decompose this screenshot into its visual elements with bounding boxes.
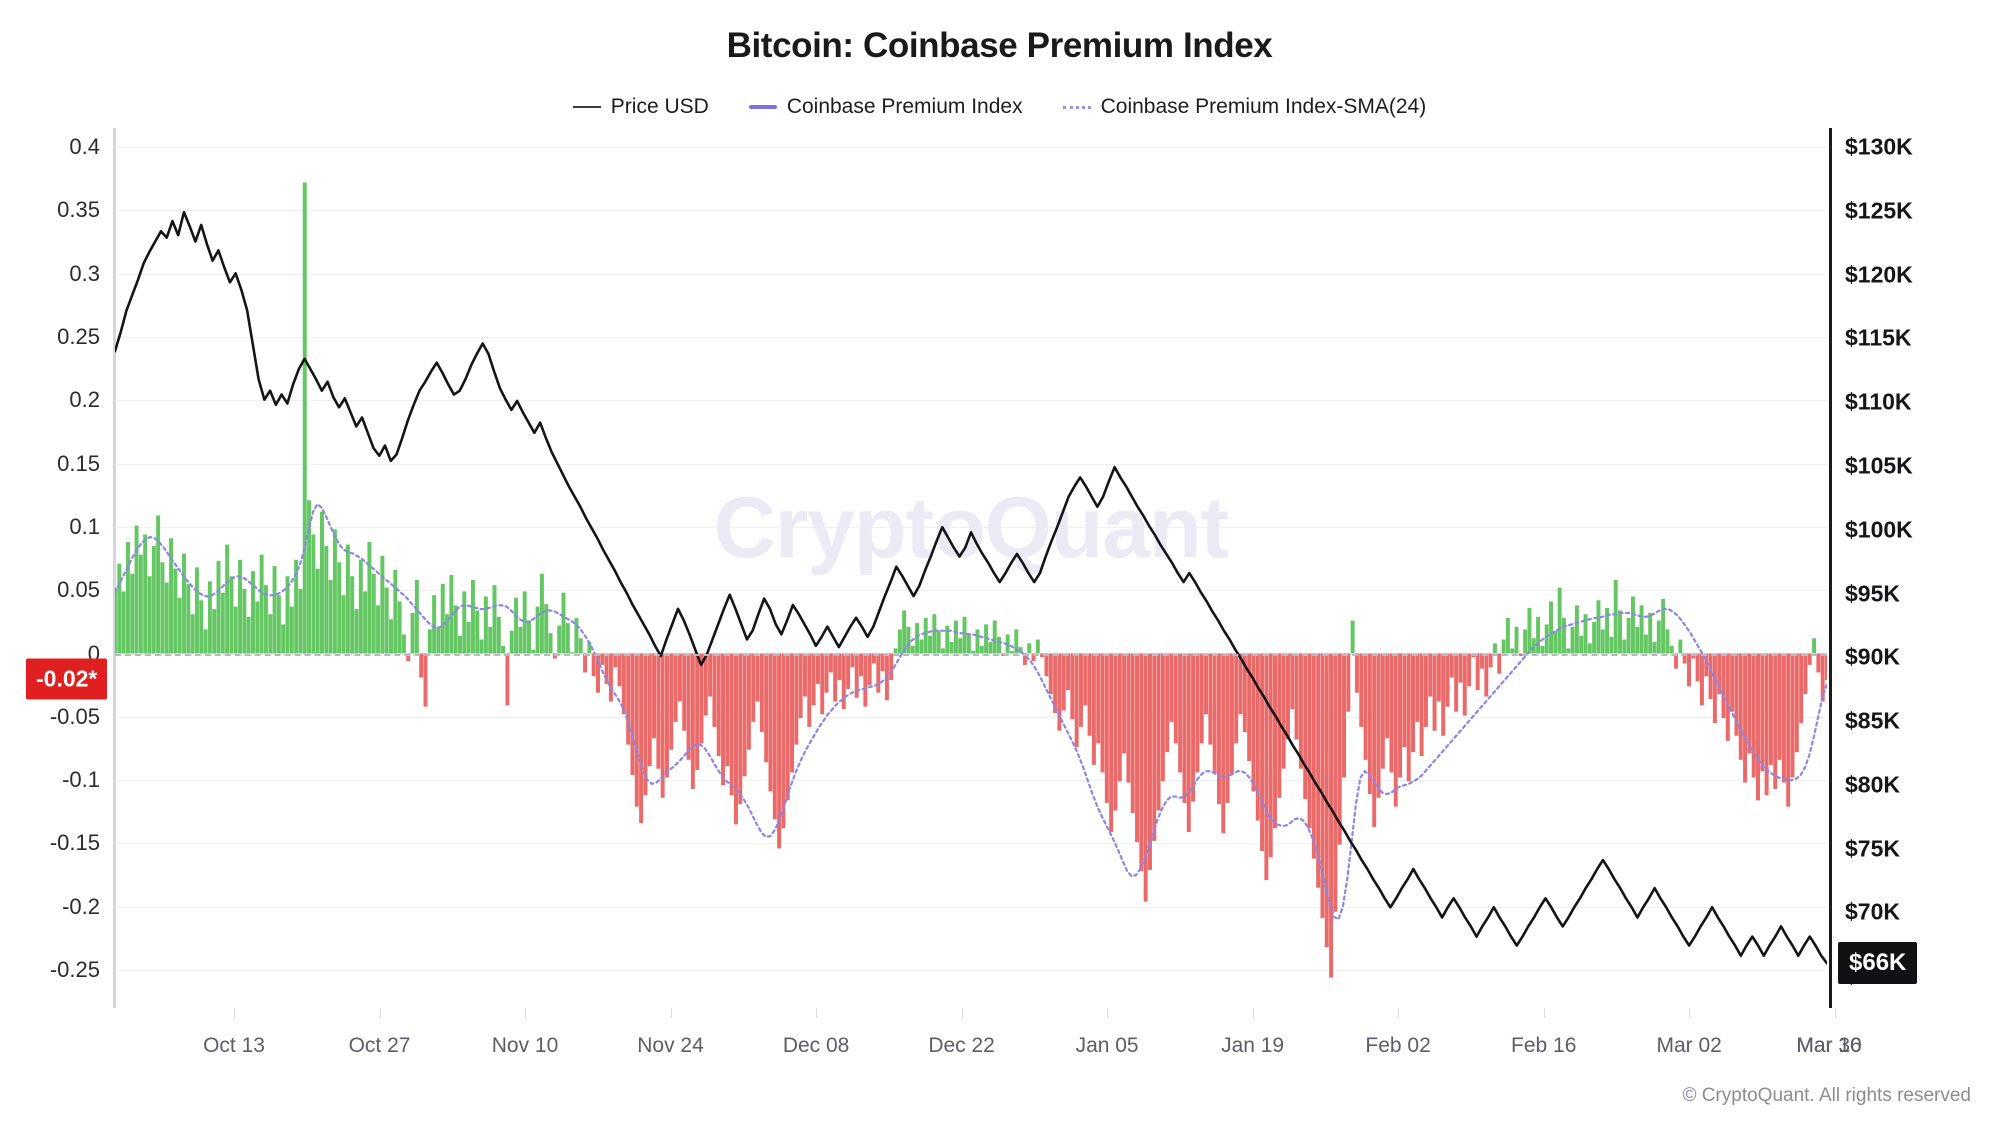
left-axis-tick-label: 0.05 <box>57 577 100 603</box>
left-axis-tick-label: 0.4 <box>69 134 100 159</box>
x-axis-tick-label: Mar 30 <box>1796 1034 1862 1057</box>
right-axis-tick-label: $110K <box>1845 388 1912 415</box>
right-axis-tick-label: $80K <box>1845 771 1900 798</box>
legend-label-sma: Coinbase Premium Index-SMA(24) <box>1100 95 1427 118</box>
x-axis-tick-label: Oct 27 <box>348 1034 411 1057</box>
x-axis-tick-label: Feb 16 <box>1510 1034 1577 1057</box>
premium-index-bars <box>115 182 1827 978</box>
copyright-footer: © CryptoQuant. All rights reserved <box>1682 1085 1971 1106</box>
left-axis-tick-label: 0.1 <box>69 513 100 539</box>
x-axis-tick-mark <box>1252 1008 1254 1018</box>
left-axis-tick-label: -0.2 <box>62 893 100 919</box>
legend-item-premium-index[interactable]: Coinbase Premium Index <box>748 95 1023 119</box>
x-axis-tick-label: Mar 16 <box>1796 1034 1862 1057</box>
gridline <box>115 780 1827 782</box>
legend-item-premium-sma[interactable]: Coinbase Premium Index-SMA(24) <box>1062 95 1427 119</box>
x-axis-tick-label: Dec 22 <box>928 1034 995 1057</box>
page-title: Bitcoin: Coinbase Premium Index <box>726 26 1273 65</box>
gridline <box>115 906 1827 908</box>
right-axis-tick-label: $85K <box>1845 707 1900 734</box>
right-axis-tick-label: $125K <box>1845 197 1913 224</box>
premium-index-sma-line <box>115 502 1827 921</box>
gridline <box>115 590 1827 592</box>
legend-item-price-usd[interactable]: Price USD <box>572 95 709 119</box>
x-axis-tick-mark <box>961 1008 963 1018</box>
chart-canvas <box>115 182 1827 978</box>
right-axis-tick-label: $105K <box>1845 452 1913 479</box>
right-axis-tick-label: $130K <box>1845 133 1913 160</box>
price-usd-line <box>115 210 1827 965</box>
right-axis-tick-label: $75K <box>1845 835 1900 862</box>
gridline <box>115 336 1827 338</box>
left-axis-tick-label: -0.25 <box>49 957 100 982</box>
x-axis-tick-label: Dec 08 <box>782 1034 850 1057</box>
legend-line-icon-premium <box>748 105 777 109</box>
current-premium-badge: -0.02* <box>26 658 108 700</box>
left-axis-tick-label: 0.3 <box>69 260 100 286</box>
gridline <box>115 970 1827 971</box>
x-axis-tick-label: Nov 24 <box>637 1034 704 1057</box>
legend-label-premium: Coinbase Premium Index <box>786 95 1023 118</box>
x-axis-tick-mark <box>525 1008 526 1018</box>
x-axis-tick-mark <box>1689 1008 1691 1018</box>
x-axis-tick-mark <box>816 1008 818 1018</box>
zero-reference-line <box>115 653 1827 656</box>
right-axis-tick-label: $115K <box>1845 324 1912 351</box>
x-axis-tick-label: Mar 02 <box>1656 1034 1722 1057</box>
gridline <box>115 843 1827 845</box>
right-axis-tick-label: $100K <box>1845 516 1913 543</box>
x-axis-tick-mark <box>1398 1008 1400 1018</box>
gridline <box>115 400 1827 402</box>
left-axis-tick-label: -0.15 <box>49 830 100 856</box>
gridline <box>115 273 1827 275</box>
left-axis-spine <box>113 128 116 1008</box>
left-axis-tick-label: 0.35 <box>57 197 100 223</box>
x-axis-tick-mark <box>379 1008 381 1018</box>
x-axis-tick-mark <box>670 1008 672 1018</box>
right-axis-tick-label: $90K <box>1845 643 1900 670</box>
x-axis-ticks: Oct 13 Oct 27 Nov 10 Nov 24 Dec 08 Dec 22 Jan … <box>115 1008 1862 1078</box>
x-axis-tick-mark <box>1543 1008 1545 1018</box>
x-axis-tick-mark <box>234 1008 235 1018</box>
left-axis-tick-label: 0.15 <box>57 450 100 476</box>
x-axis-tick-label: Nov 10 <box>491 1034 559 1057</box>
left-axis-ticks: 0.4 0.35 0.3 0.25 0.2 0.15 0.1 0.05 0 -0.05 -0.1 -0… <box>0 0 100 1125</box>
plot-area: CryptoQuant <box>115 128 1827 1008</box>
left-axis-tick-label: -0.1 <box>62 767 100 793</box>
left-axis-tick-label: -0.05 <box>49 703 100 729</box>
legend-line-icon-price <box>572 106 601 108</box>
gridline <box>115 463 1827 465</box>
left-axis-tick-label: 0.2 <box>69 387 100 413</box>
x-axis-tick-mark <box>1834 1008 1836 1018</box>
gridline <box>115 526 1827 528</box>
right-axis-tick-label: $120K <box>1845 261 1913 288</box>
left-axis-tick-label: 0.25 <box>57 323 100 349</box>
x-axis-tick-label: Feb 02 <box>1365 1034 1431 1057</box>
right-axis-spine <box>1829 128 1832 1008</box>
x-axis-tick-label: Jan 05 <box>1075 1034 1139 1057</box>
legend-label-price: Price USD <box>610 95 709 118</box>
gridline <box>115 716 1827 718</box>
current-price-badge: $66K <box>1838 942 1918 985</box>
x-axis-tick-label: Jan 19 <box>1221 1034 1285 1057</box>
legend-dotted-line-icon-sma <box>1062 105 1091 109</box>
chart-legend: Price USD Coinbase Premium Index Coinbas… <box>0 95 1999 119</box>
right-axis-tick-label: $95K <box>1845 580 1900 606</box>
x-axis-tick-label: Oct 13 <box>203 1034 265 1057</box>
gridline <box>115 147 1827 148</box>
gridline <box>115 210 1827 212</box>
right-axis-tick-label: $70K <box>1845 898 1900 925</box>
x-axis-tick-mark <box>1107 1008 1109 1018</box>
right-axis-ticks: $130K $125K $120K $115K $110K $105K $100K $95K $… <box>1845 0 1995 1125</box>
